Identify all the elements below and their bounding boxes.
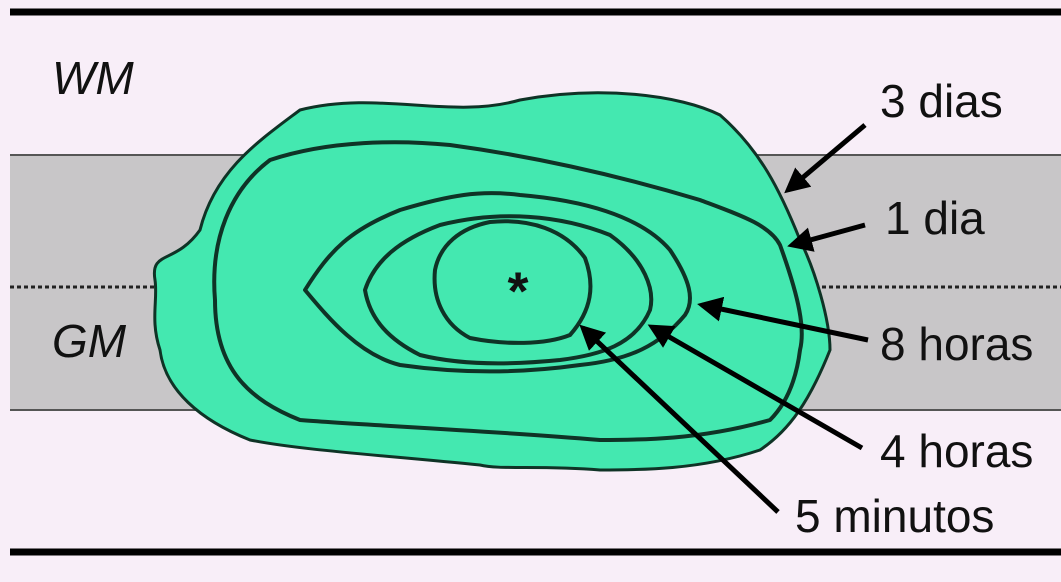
arrow [787, 222, 866, 252]
arrow [697, 296, 869, 343]
time-label: 3 dias [880, 75, 1003, 127]
arrow [647, 324, 864, 451]
contour-5-minutes [432, 219, 593, 345]
time-label: 8 horas [880, 318, 1033, 370]
time-label: 5 minutos [795, 490, 994, 542]
contour-1-day [212, 140, 804, 442]
contour-8-hours [303, 191, 692, 374]
time-label: 4 horas [880, 425, 1033, 477]
gm-label: GM [52, 315, 127, 367]
time-label: 1 dia [885, 192, 985, 244]
contour-4-hours [363, 214, 654, 366]
wm-label: WM [52, 52, 134, 104]
arrow [579, 324, 780, 514]
arrow [784, 123, 867, 194]
injection-site: * [507, 261, 528, 321]
